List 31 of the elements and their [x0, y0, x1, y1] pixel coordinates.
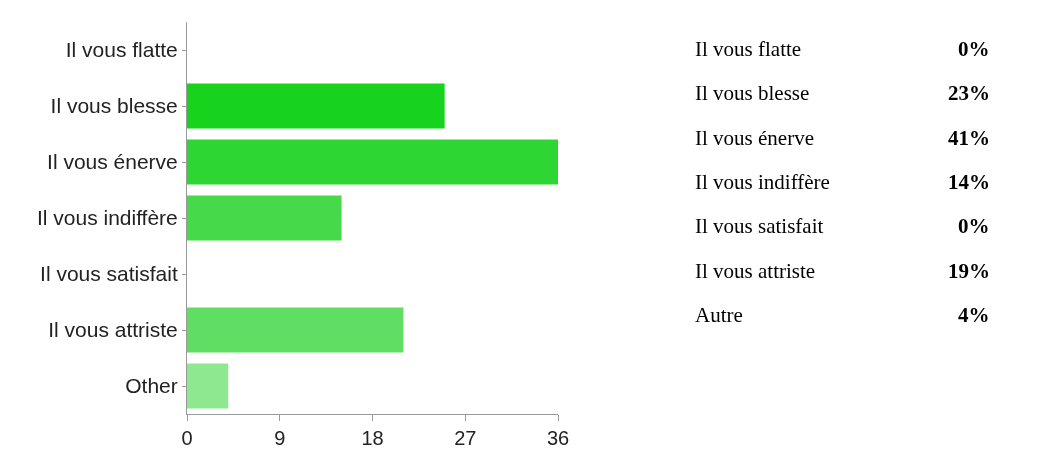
y-tick-label: Il vous blesse [50, 94, 178, 118]
bar [187, 83, 445, 129]
y-tick-label: Il vous flatte [65, 38, 178, 62]
x-tick-label: 18 [361, 427, 384, 449]
x-tick-label: 9 [274, 427, 286, 449]
y-tick-label: Il vous satisfait [40, 262, 178, 286]
bar [187, 139, 558, 185]
category-label: Il vous indiffère [695, 170, 830, 194]
data-label: 14% [948, 170, 990, 194]
category-label: Il vous attriste [695, 259, 816, 283]
data-label: 41% [948, 126, 990, 150]
x-tick-label: 27 [454, 427, 477, 449]
data-label: 0% [958, 214, 990, 238]
category-label: Il vous satisfait [695, 214, 824, 238]
y-tick-label: Il vous indiffère [36, 206, 178, 230]
data-label: 23% [948, 81, 990, 105]
x-tick-label: 36 [546, 427, 570, 449]
bar [187, 307, 404, 353]
bar [187, 363, 229, 409]
data-label: 19% [948, 259, 990, 283]
y-tick-label: Il vous attriste [48, 318, 178, 342]
category-label: Il vous flatte [695, 37, 802, 61]
category-label: Il vous énerve [695, 126, 814, 150]
y-tick-label: Other [125, 374, 178, 398]
bar [187, 195, 342, 241]
x-tick-label: 0 [181, 427, 193, 449]
category-label: Autre [695, 303, 743, 327]
data-label: 4% [958, 303, 990, 327]
category-label: Il vous blesse [695, 81, 810, 105]
y-tick-label: Il vous énerve [47, 150, 178, 174]
data-label: 0% [958, 37, 990, 61]
